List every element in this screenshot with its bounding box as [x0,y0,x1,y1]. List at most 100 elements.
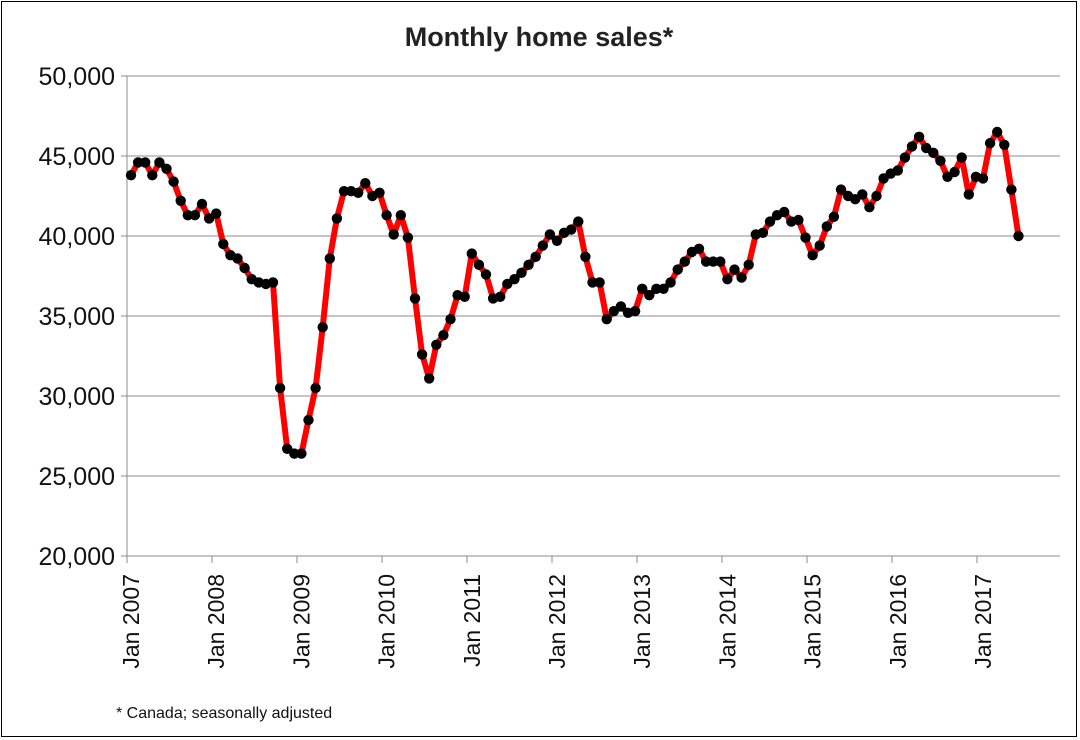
data-point [644,290,655,301]
data-point [629,306,641,317]
data-point [431,339,442,350]
data-point [800,232,811,243]
data-point [984,138,996,149]
data-point [807,250,818,261]
x-tick-label: Jan 2015 [800,574,826,669]
data-point [551,235,563,246]
x-tick-label: Jan 2010 [374,574,400,669]
data-point [779,206,790,218]
data-point [906,141,918,152]
data-point [573,216,584,227]
x-tick-label: Jan 2013 [629,574,655,669]
data-point [274,382,286,394]
data-point [857,189,868,200]
x-tick-label: Jan 2014 [714,574,740,669]
data-point [977,173,989,184]
data-point [374,187,385,198]
data-point [495,291,506,302]
data-point [381,210,392,221]
data-point [388,229,399,240]
x-tick-label: Jan 2009 [288,574,314,669]
data-point [594,277,605,288]
data-point [480,269,492,280]
data-point [473,259,485,270]
data-point [999,139,1010,150]
data-point [992,126,1003,138]
data-point [814,240,825,251]
data-point [509,274,520,285]
data-point [175,195,186,206]
data-point [218,238,229,250]
data-point [140,157,151,168]
data-point [963,189,974,200]
x-tick-label: Jan 2008 [203,574,229,669]
data-point [928,147,939,158]
data-point [523,259,534,270]
data-point [544,229,556,240]
data-point [899,152,911,163]
data-point [637,283,648,294]
data-point [764,216,776,227]
y-axis-ticks: 20,000 25,000 30,000 35,000 40,000 45,000 50,0… [39,63,127,571]
x-axis-ticks: Jan 2007 Jan 2008 Jan 2009 Jan 2010 Jan 2011… [118,556,996,669]
data-point [211,208,222,219]
data-point [601,314,612,325]
data-point [828,211,840,222]
data-point [516,267,527,278]
data-point [537,240,548,251]
data-point [154,157,165,168]
data-point [949,166,960,178]
data-point [743,259,754,270]
data-point [580,251,591,262]
y-tick-label: 40,000 [39,223,115,251]
data-point [736,272,747,283]
y-tick-label: 25,000 [39,463,115,491]
data-point [956,152,967,163]
data-point [821,221,832,232]
data-point [715,256,726,267]
data-point [395,210,406,221]
x-tick-label: Jan 2017 [970,574,996,669]
data-point [1006,184,1017,195]
data-point [913,131,925,142]
data-point [892,165,903,176]
data-point [232,253,243,264]
data-point [161,163,172,174]
data-point [147,170,158,181]
data-point [424,373,435,384]
chart-footnote: * Canada; seasonally adjusted [116,705,332,722]
data-point [196,198,208,210]
x-tick-label: Jan 2011 [459,574,485,667]
data-point [459,291,470,302]
data-point [566,224,577,235]
series-group [125,126,1024,459]
data-point [331,213,343,224]
data-point [296,448,307,459]
data-point [835,184,847,195]
data-point [793,214,804,226]
y-tick-label: 30,000 [39,383,115,411]
data-point [317,322,328,333]
data-point [239,262,250,274]
data-point [409,293,421,304]
x-tick-label: Jan 2012 [544,574,570,669]
data-point [679,256,690,267]
data-point [864,202,875,213]
data-point [125,170,137,181]
data-point [416,349,428,360]
data-point [189,210,201,221]
data-point [353,187,364,198]
data-point [1013,230,1024,242]
chart-title: Monthly home sales* [405,22,674,52]
data-point [168,176,179,187]
data-point [871,190,882,202]
data-point [445,314,456,325]
x-tick-label: Jan 2016 [885,574,911,669]
data-point [402,232,414,243]
data-point [729,264,740,275]
x-tick-label: Jan 2007 [118,574,144,669]
y-tick-label: 45,000 [39,143,115,171]
data-point [658,283,669,294]
